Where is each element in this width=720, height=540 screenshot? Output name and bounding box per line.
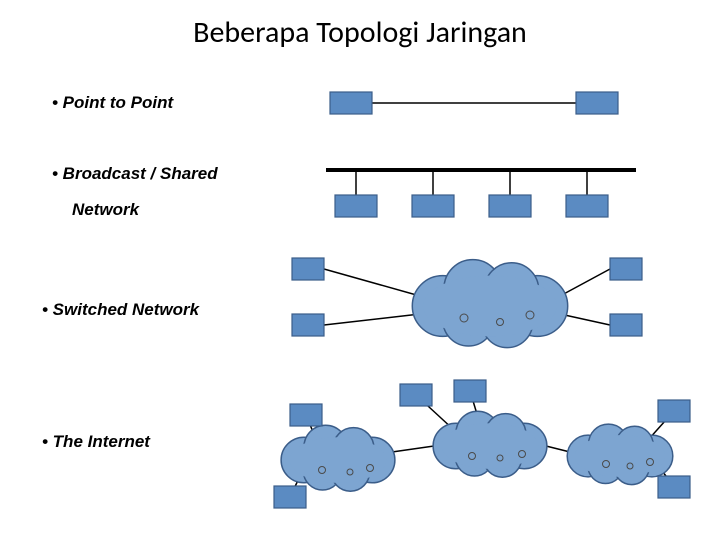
- link-line: [324, 314, 420, 325]
- network-cloud: [567, 424, 673, 485]
- network-cloud: [412, 260, 567, 348]
- host-node: [292, 258, 324, 280]
- host-node: [566, 195, 608, 217]
- link-line: [546, 446, 570, 452]
- host-node: [489, 195, 531, 217]
- link-line: [560, 314, 610, 325]
- host-node: [335, 195, 377, 217]
- host-node: [330, 92, 372, 114]
- host-node: [290, 404, 322, 426]
- host-node: [658, 476, 690, 498]
- link-line: [324, 269, 420, 296]
- host-node: [274, 486, 306, 508]
- network-cloud: [433, 411, 547, 477]
- host-node: [610, 258, 642, 280]
- host-node: [576, 92, 618, 114]
- network-cloud: [281, 425, 395, 491]
- host-node: [658, 400, 690, 422]
- host-node: [412, 195, 454, 217]
- host-node: [454, 380, 486, 402]
- diagram-canvas: [0, 0, 720, 540]
- host-node: [400, 384, 432, 406]
- link-line: [560, 269, 610, 296]
- link-line: [392, 446, 434, 452]
- host-node: [292, 314, 324, 336]
- host-node: [610, 314, 642, 336]
